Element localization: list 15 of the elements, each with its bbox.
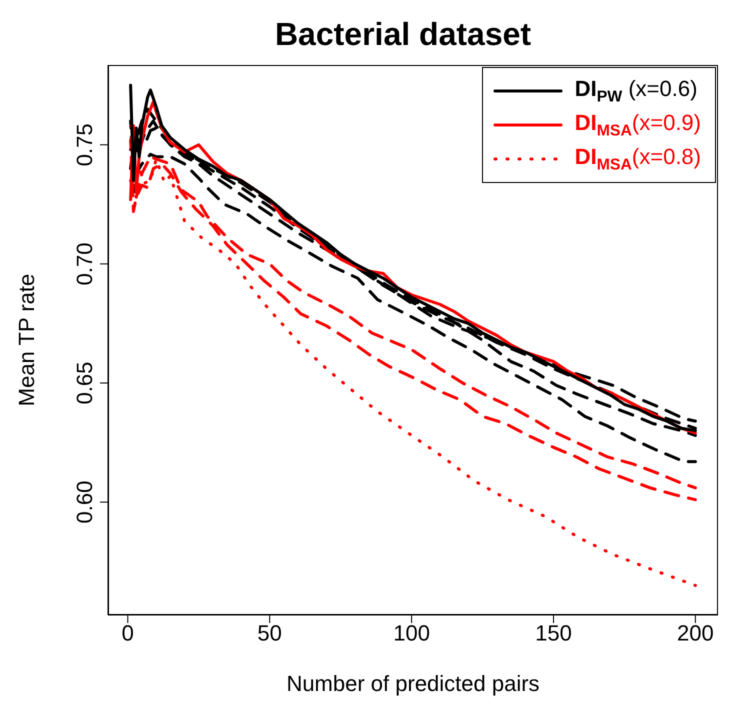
y-tick-label: 0.65: [72, 362, 97, 404]
chart-title: Bacterial dataset: [274, 15, 532, 54]
legend-label: DI$_{MSA}$(x=0.8): [574, 144, 701, 174]
x-tick-label: 150: [535, 620, 572, 646]
y-tick-label: 0.60: [72, 480, 97, 524]
x-tick-label: 50: [257, 620, 282, 646]
legend-label: DI$_{PW}$ (x=0.6): [574, 76, 698, 106]
y-axis-title: Mean TP rate: [14, 274, 39, 406]
x-tick-label: 0: [122, 620, 134, 646]
y-tick-label: 0.75: [72, 123, 97, 166]
legend-label: DI$_{MSA}$(x=0.9): [574, 110, 701, 140]
x-tick-label: 200: [677, 620, 714, 646]
x-tick-label: 100: [393, 620, 430, 646]
x-axis-title: Number of predicted pairs: [286, 671, 540, 696]
y-tick-label: 0.70: [72, 242, 97, 286]
